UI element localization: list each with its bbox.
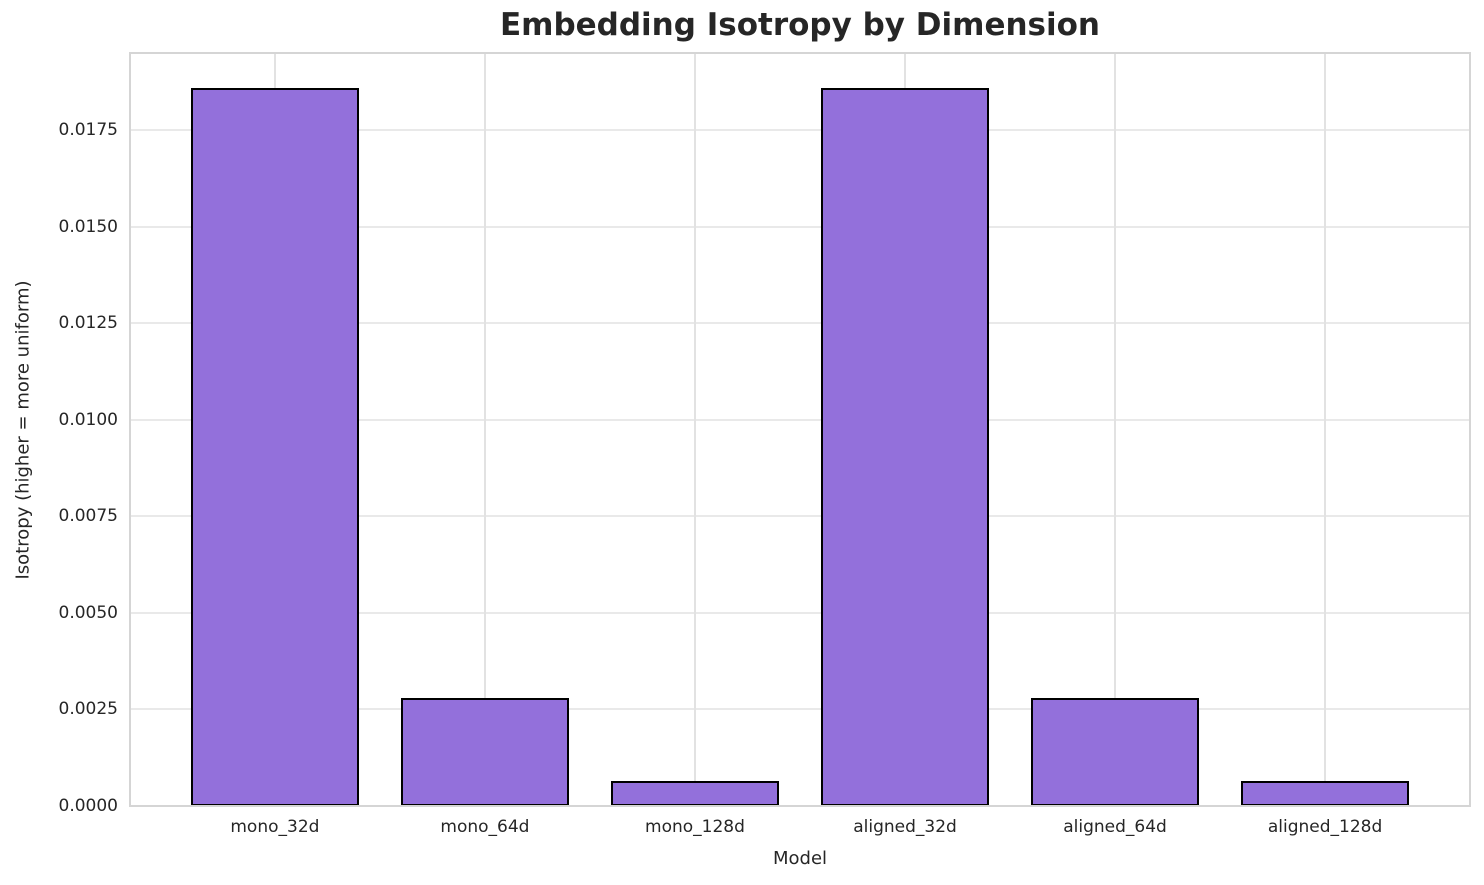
gridline-horizontal xyxy=(130,129,1470,132)
x-tick-label: aligned_64d xyxy=(1063,817,1167,837)
x-tick-label: mono_64d xyxy=(440,817,530,837)
gridline-horizontal xyxy=(130,225,1470,228)
gridline-vertical xyxy=(1114,53,1117,806)
bar-aligned_128d xyxy=(1241,780,1410,806)
y-tick-label: 0.0050 xyxy=(58,602,118,623)
y-tick-labels: 0.0000 0.0025 0.0050 0.0075 0.0100 0.0125 0.01… xyxy=(0,53,118,816)
gridline-horizontal xyxy=(130,708,1470,711)
x-tick-label: aligned_128d xyxy=(1267,817,1383,837)
x-axis-label: Model xyxy=(772,848,828,869)
y-tick-label: 0.0125 xyxy=(58,313,118,334)
gridline-horizontal xyxy=(130,611,1470,614)
gridline-vertical xyxy=(693,53,696,806)
gridline-horizontal xyxy=(130,418,1470,421)
gridline-vertical xyxy=(483,53,486,806)
x-tick-labels: mono_32d mono_64d mono_128d aligned_32d alig… xyxy=(130,817,1470,841)
gridline-horizontal xyxy=(130,515,1470,518)
y-tick-label: 0.0175 xyxy=(58,120,118,141)
y-tick-label: 0.0150 xyxy=(58,216,118,237)
chart-title: Embedding Isotropy by Dimension xyxy=(499,7,1101,43)
bar-mono_128d xyxy=(610,780,779,806)
bar-mono_32d xyxy=(190,87,359,806)
x-tick-label: mono_32d xyxy=(230,817,320,837)
bar-aligned_32d xyxy=(821,87,990,806)
x-tick-label: mono_128d xyxy=(645,817,745,837)
gridline-vertical xyxy=(1324,53,1327,806)
bar-mono_64d xyxy=(400,697,569,806)
x-tick-label: aligned_32d xyxy=(853,817,957,837)
y-tick-label: 0.0025 xyxy=(58,699,118,720)
plot-area xyxy=(130,53,1470,806)
y-tick-label: 0.0000 xyxy=(58,796,118,816)
y-tick-label: 0.0100 xyxy=(58,409,118,430)
bar-aligned_64d xyxy=(1031,697,1200,806)
y-tick-label: 0.0075 xyxy=(58,506,118,527)
gridline-horizontal xyxy=(130,322,1470,325)
